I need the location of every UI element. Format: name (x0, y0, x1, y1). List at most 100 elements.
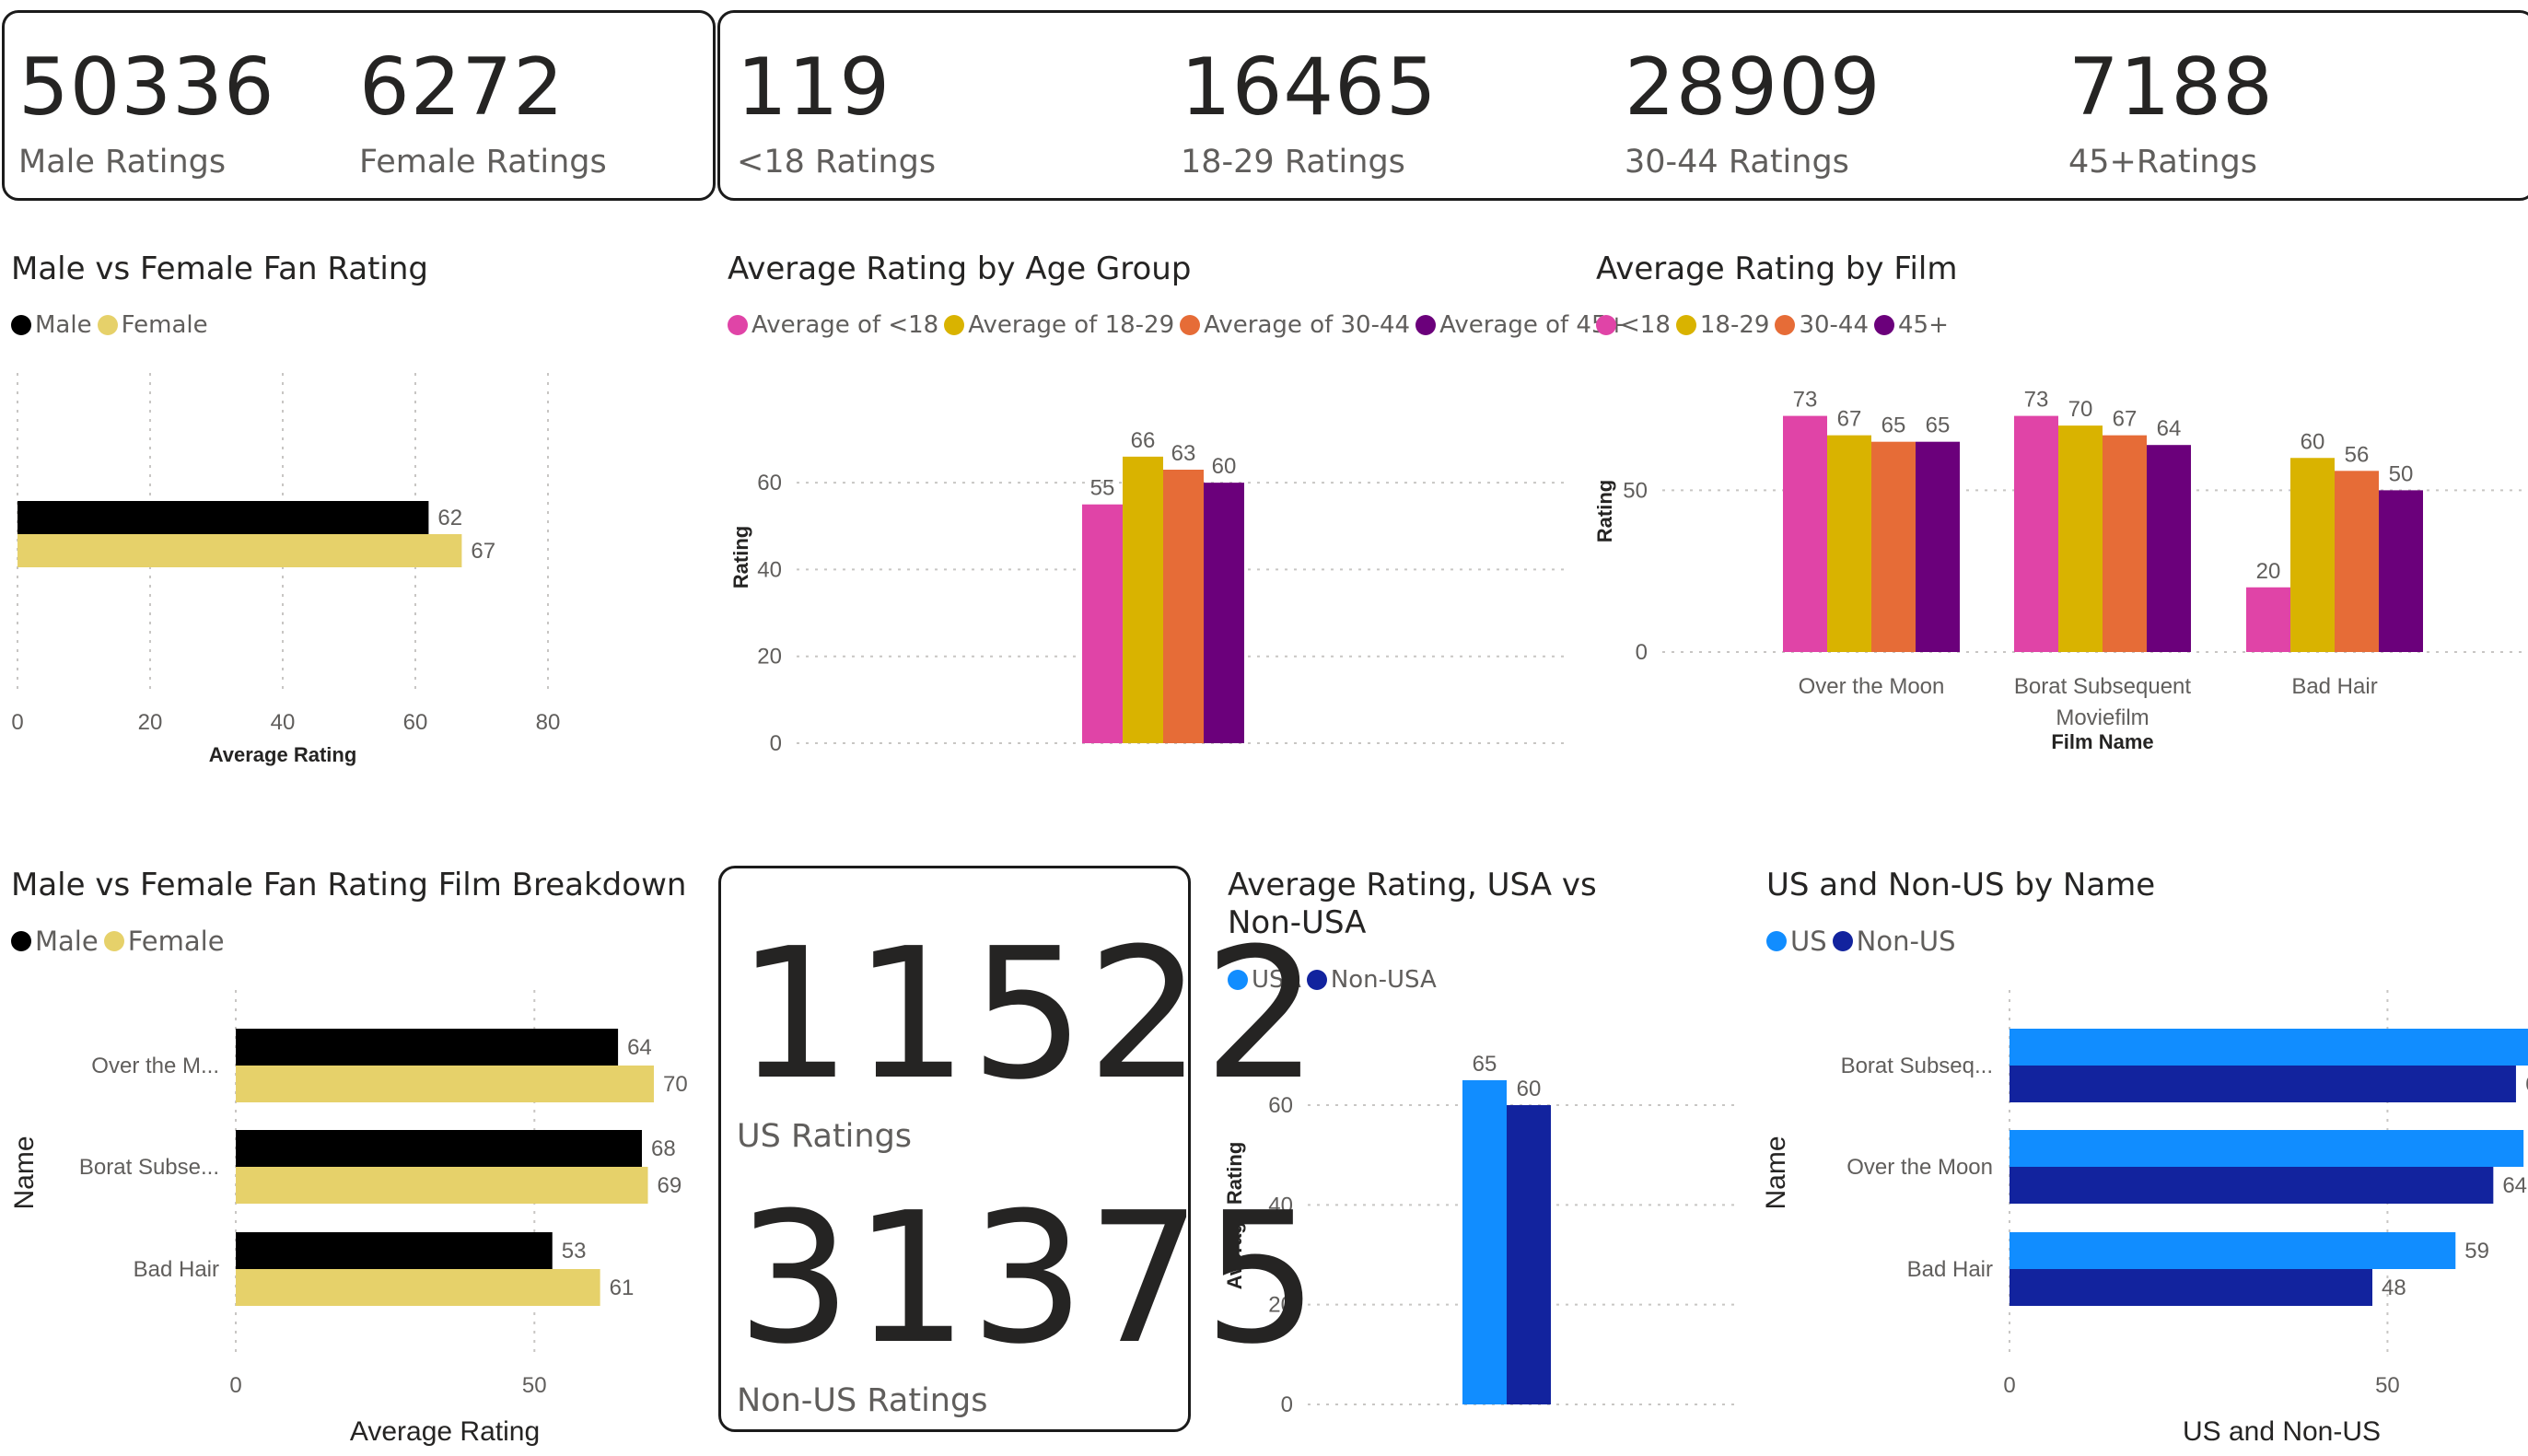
kpi-value: 28909 (1625, 41, 1881, 134)
bar (2014, 415, 2058, 652)
legend-item[interactable]: Non-US (1832, 926, 1956, 957)
kpi-label: Male Ratings (18, 144, 227, 181)
legend-us-non-us[interactable]: US Non-US (1766, 926, 1962, 957)
legend-item[interactable]: US (1766, 926, 1827, 957)
legend-label: 30-44 (1799, 311, 1869, 339)
data-label: 20 (2256, 559, 2281, 584)
bar (2335, 471, 2379, 652)
bar (236, 1232, 553, 1269)
legend-swatch-icon (728, 315, 748, 335)
bar (1916, 441, 1960, 652)
kpi-value: 6272 (359, 41, 565, 134)
legend-item[interactable]: USA (1228, 966, 1301, 994)
legend-item[interactable]: 18-29 (1675, 311, 1769, 339)
x-axis-title: Film Name (2051, 730, 2153, 753)
kpi-card-us-non-us (718, 866, 1191, 1432)
bar (2379, 490, 2423, 652)
kpi-female-ratings: 6272 Female Ratings (359, 48, 607, 181)
kpi-male-ratings: 50336 Male Ratings (18, 48, 275, 181)
data-label: 55 (1090, 476, 1115, 501)
legend-item[interactable]: Average of <18 (728, 311, 938, 339)
bar (2147, 445, 2191, 652)
kpi-value: 119 (737, 41, 891, 134)
data-label: 70 (663, 1072, 688, 1097)
legend-item[interactable]: Average of 45+ (1415, 311, 1626, 339)
kpi-30-44-ratings: 28909 30-44 Ratings (1625, 48, 1881, 181)
kpi-18-29-ratings: 16465 18-29 Ratings (1181, 48, 1438, 181)
data-label: 67 (2113, 407, 2138, 432)
legend-item[interactable]: Average of 18-29 (944, 311, 1174, 339)
x-tick-label: 40 (271, 710, 296, 735)
kpi-us-ratings: 11522 US Ratings (737, 925, 1321, 1155)
kpi-label: 30-44 Ratings (1625, 144, 1849, 181)
bar (2290, 458, 2335, 652)
y-axis-title: Rating (729, 526, 752, 588)
y-tick-label: 0 (1636, 640, 1648, 665)
category-label: Bad Hair (134, 1257, 219, 1282)
data-label: 63 (1171, 441, 1196, 466)
data-label: 60 (2301, 429, 2325, 454)
legend-item[interactable]: Female (97, 311, 208, 339)
legend-item[interactable]: 45+ (1874, 311, 1949, 339)
legend-swatch-icon (944, 315, 965, 335)
legend-swatch-icon (1306, 970, 1327, 990)
x-tick-label: 0 (229, 1373, 241, 1398)
bar (1123, 456, 1163, 743)
chart-title-usa-vs-non-usa: Average Rating, USA vs Non-USA (1228, 867, 1597, 941)
legend-by-film[interactable]: <18 18-29 30-44 45+ (1596, 311, 1954, 339)
legend-male-female[interactable]: Male Female (11, 311, 214, 339)
legend-label: Male (35, 926, 99, 957)
x-tick-label: 0 (2003, 1373, 2015, 1398)
data-label: 64 (627, 1035, 652, 1060)
kpi-value: 50336 (18, 41, 275, 134)
kpi-45plus-ratings: 7188 45+Ratings (2068, 48, 2274, 181)
category-label: Bad Hair (2291, 674, 2377, 699)
data-label: 48 (2382, 1275, 2406, 1300)
y-tick-label: 0 (770, 731, 782, 756)
x-tick-label: 80 (536, 710, 561, 735)
data-label: 65 (1926, 414, 1951, 438)
data-label: 65 (1881, 414, 1906, 438)
legend-age-group[interactable]: Average of <18 Average of 18-29 Average of… (728, 311, 1632, 339)
x-tick-label: 0 (11, 710, 23, 735)
legend-film-breakdown[interactable]: Male Female (11, 926, 230, 957)
legend-swatch-icon (1766, 931, 1787, 951)
category-label: Borat Subsequent (2014, 674, 2191, 699)
legend-item[interactable]: 30-44 (1775, 311, 1869, 339)
legend-item[interactable]: Male (11, 311, 92, 339)
legend-item[interactable]: Non-USA (1306, 966, 1437, 994)
data-label: 59 (2464, 1239, 2489, 1264)
bar (2010, 1066, 2516, 1102)
legend-label: Female (121, 311, 208, 339)
legend-usa-vs-non-usa[interactable]: USA Non-USA (1228, 966, 1442, 994)
chart-title-age-group: Average Rating by Age Group (728, 250, 1192, 287)
legend-item[interactable]: Male (11, 926, 99, 957)
kpi-non-us-ratings: 31375 Non-US Ratings (737, 1189, 1321, 1419)
y-axis-title: Name (1761, 1136, 1791, 1209)
legend-label: Female (127, 926, 225, 957)
y-tick-label: 40 (1268, 1193, 1293, 1217)
data-label: 69 (658, 1173, 682, 1198)
legend-swatch-icon (1596, 315, 1616, 335)
legend-swatch-icon (1675, 315, 1696, 335)
data-label: 68 (651, 1136, 676, 1161)
legend-item[interactable]: Female (103, 926, 225, 957)
bar (2010, 1130, 2524, 1167)
bar (236, 1130, 643, 1167)
kpi-value: 7188 (2068, 41, 2274, 134)
data-label: 64 (2157, 416, 2182, 441)
chart-title-us-non-us-by-name: US and Non-US by Name (1766, 867, 2156, 903)
legend-item[interactable]: <18 (1596, 311, 1671, 339)
legend-item[interactable]: Average of 30-44 (1180, 311, 1410, 339)
data-label: 64 (2502, 1173, 2527, 1198)
y-axis-title: Name (9, 1136, 40, 1209)
bar (236, 1167, 648, 1204)
bar (2010, 1232, 2456, 1269)
data-label: 70 (2068, 397, 2093, 422)
y-axis-title: Average Rating (1223, 1142, 1246, 1290)
x-axis-title: Average Rating (350, 1416, 540, 1447)
kpi-value: 16465 (1181, 41, 1438, 134)
y-tick-label: 20 (1268, 1293, 1293, 1318)
kpi-label: 45+Ratings (2068, 144, 2257, 181)
